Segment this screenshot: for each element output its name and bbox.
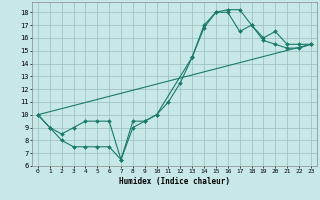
X-axis label: Humidex (Indice chaleur): Humidex (Indice chaleur) [119, 177, 230, 186]
